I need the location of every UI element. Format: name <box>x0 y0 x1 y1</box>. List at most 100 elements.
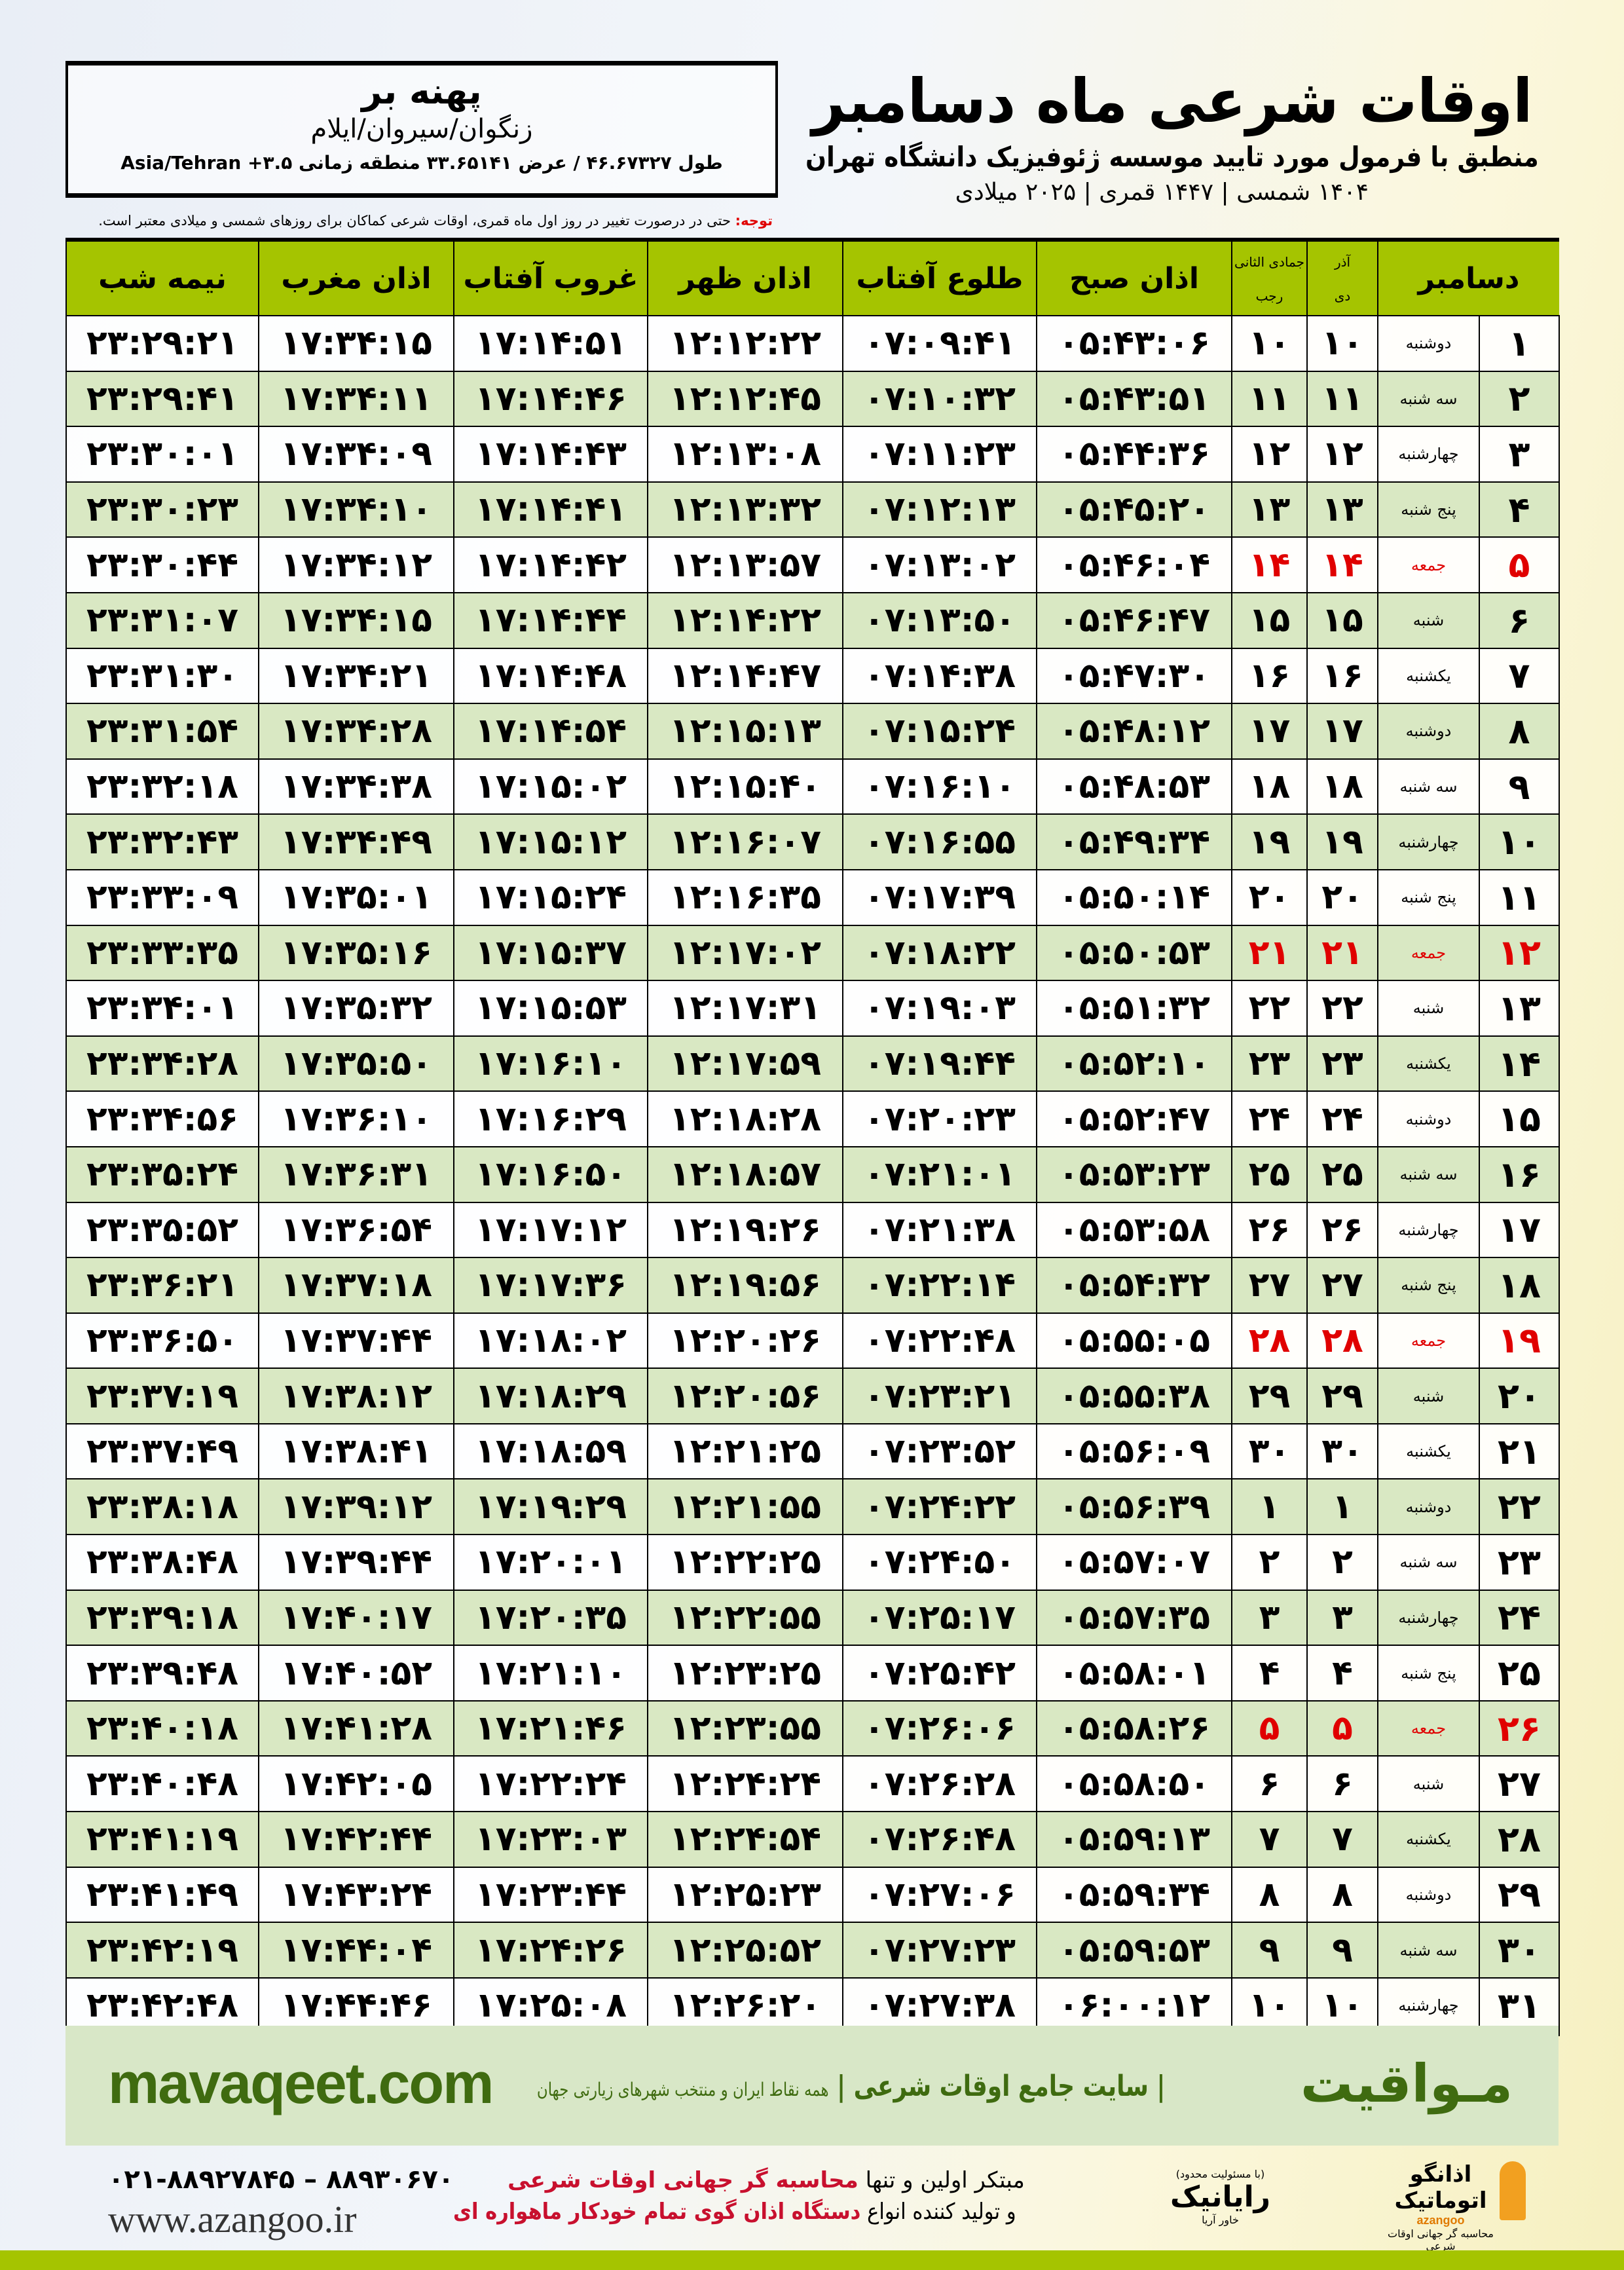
cell-dhuhr: ۱۲:۱۸:۵۷ <box>647 1145 843 1203</box>
header-qamari-top: جمادی الثانی <box>1234 254 1304 270</box>
azangoo-name: اذانگو اتوماتیک <box>1394 2161 1487 2214</box>
cell-day: ۱۶ <box>1479 1145 1560 1203</box>
cell-weekday: دوشنبه <box>1376 315 1481 372</box>
cell-dhuhr: ۱۲:۱۷:۵۹ <box>647 1035 843 1092</box>
cell-weekday: یکشنبه <box>1376 1035 1481 1092</box>
cell-sunrise: ۰۷:۲۴:۵۰ <box>842 1534 1037 1591</box>
cell-maghrib: ۱۷:۳۵:۵۰ <box>258 1035 454 1092</box>
cell-shamsi-day: ۶ <box>1306 1755 1378 1813</box>
azangoo-en: azangoo <box>1416 2214 1465 2227</box>
bottom-bar <box>0 2250 1624 2270</box>
cell-shamsi-day: ۸ <box>1306 1866 1378 1924</box>
cell-dhuhr: ۱۲:۱۷:۳۱ <box>647 980 843 1037</box>
table-row: ۲۱ یکشنبه ۳۰ ۳۰ ۰۵:۵۶:۰۹ ۰۷:۲۳:۵۲ ۱۲:۲۱:۲۵ ۱۷:۱… <box>65 1423 1560 1480</box>
table-row: ۲۶ جمعه ۵ ۵ ۰۵:۵۸:۲۶ ۰۷:۲۶:۰۶ ۱۲:۲۳:۵۵ ۱۷:۲۱:۴۶… <box>65 1700 1560 1757</box>
cell-midnight: ۲۳:۳۱:۵۴ <box>65 703 259 760</box>
cell-sunrise: ۰۷:۲۲:۴۸ <box>842 1312 1037 1369</box>
location-name: پهنه بر <box>361 71 482 112</box>
cell-dhuhr: ۱۲:۲۱:۵۵ <box>647 1478 843 1536</box>
cell-maghrib: ۱۷:۳۵:۳۲ <box>258 980 454 1037</box>
header-day: دسامبر <box>1376 240 1560 316</box>
cell-weekday: سه شنبه <box>1376 1534 1481 1591</box>
header-maghrib: اذان مغرب <box>258 240 454 316</box>
header-qamari: جمادی الثانی رجب <box>1231 240 1307 316</box>
cell-dhuhr: ۱۲:۱۵:۴۰ <box>647 758 843 815</box>
cell-dhuhr: ۱۲:۱۵:۱۳ <box>647 703 843 760</box>
cell-midnight: ۲۳:۳۴:۲۸ <box>65 1035 259 1092</box>
table-row: ۷ یکشنبه ۱۶ ۱۶ ۰۵:۴۷:۳۰ ۰۷:۱۴:۳۸ ۱۲:۱۴:۴۷ ۱۷:۱۴… <box>65 647 1560 705</box>
cell-sunrise: ۰۷:۱۴:۳۸ <box>842 647 1037 705</box>
cell-sunrise: ۰۷:۱۱:۲۳ <box>842 426 1037 483</box>
cell-fajr: ۰۵:۴۵:۲۰ <box>1036 481 1232 538</box>
mavaqeet-banner <box>65 2026 1559 2146</box>
cell-midnight: ۲۳:۳۰:۴۴ <box>65 536 259 593</box>
cell-day: ۱ <box>1479 315 1560 372</box>
cell-shamsi-day: ۱۰ <box>1306 315 1378 372</box>
cell-sunset: ۱۷:۱۶:۵۰ <box>453 1145 648 1203</box>
cell-day: ۴ <box>1479 481 1560 538</box>
cell-maghrib: ۱۷:۳۵:۱۶ <box>258 924 454 982</box>
cell-shamsi-day: ۱۹ <box>1306 813 1378 870</box>
cell-shamsi-day: ۵ <box>1306 1700 1378 1757</box>
cell-sunset: ۱۷:۱۵:۰۲ <box>453 758 648 815</box>
cell-fajr: ۰۵:۴۹:۳۴ <box>1036 813 1232 870</box>
cell-sunset: ۱۷:۲۳:۰۳ <box>453 1811 648 1868</box>
cell-maghrib: ۱۷:۳۶:۳۱ <box>258 1145 454 1203</box>
cell-qamari-day: ۱ <box>1231 1478 1308 1536</box>
mavaqeet-url[interactable]: mavaqeet.com <box>108 2051 494 2115</box>
cell-shamsi-day: ۲۵ <box>1306 1145 1378 1203</box>
location-subareas: زنگوان/سیروان/ایلام <box>310 114 533 144</box>
promo-text: مبتکر اولین و تنها محاسبه گر جهانی اوقات… <box>453 2165 1048 2227</box>
cell-maghrib: ۱۷:۴۰:۱۷ <box>258 1589 454 1647</box>
cell-sunrise: ۰۷:۱۳:۵۰ <box>842 591 1037 649</box>
cell-qamari-day: ۱۱ <box>1231 370 1308 428</box>
cell-day: ۱۱ <box>1479 868 1560 926</box>
cell-fajr: ۰۵:۴۳:۵۱ <box>1036 370 1232 428</box>
cell-qamari-day: ۵ <box>1231 1700 1308 1757</box>
cell-day: ۸ <box>1479 703 1560 760</box>
cell-dhuhr: ۱۲:۲۲:۲۵ <box>647 1534 843 1591</box>
cell-maghrib: ۱۷:۳۴:۲۸ <box>258 703 454 760</box>
cell-sunset: ۱۷:۱۴:۴۳ <box>453 426 648 483</box>
cell-midnight: ۲۳:۳۴:۵۶ <box>65 1090 259 1147</box>
cell-maghrib: ۱۷:۴۴:۴۶ <box>258 1977 454 2036</box>
cell-sunset: ۱۷:۱۷:۱۲ <box>453 1201 648 1259</box>
header-sunset: غروب آفتاب <box>453 240 648 316</box>
table-row: ۶ شنبه ۱۵ ۱۵ ۰۵:۴۶:۴۷ ۰۷:۱۳:۵۰ ۱۲:۱۴:۲۲ ۱۷:۱۴:۴… <box>65 591 1560 649</box>
cell-midnight: ۲۳:۳۲:۴۳ <box>65 813 259 870</box>
cell-shamsi-day: ۹ <box>1306 1922 1378 1979</box>
table-row: ۱ دوشنبه ۱۰ ۱۰ ۰۵:۴۳:۰۶ ۰۷:۰۹:۴۱ ۱۲:۱۲:۲۲ ۱۷:۱۴… <box>65 315 1560 372</box>
cell-sunrise: ۰۷:۲۶:۲۸ <box>842 1755 1037 1813</box>
cell-sunrise: ۰۷:۲۷:۰۶ <box>842 1866 1037 1924</box>
cell-weekday: چهارشنبه <box>1376 1977 1481 2036</box>
cell-maghrib: ۱۷:۳۴:۱۱ <box>258 370 454 428</box>
cell-sunset: ۱۷:۲۲:۲۴ <box>453 1755 648 1813</box>
cell-weekday: چهارشنبه <box>1376 426 1481 483</box>
cell-shamsi-day: ۱۴ <box>1306 536 1378 593</box>
cell-qamari-day: ۲۹ <box>1231 1368 1308 1424</box>
table-row: ۲۰ شنبه ۲۹ ۲۹ ۰۵:۵۵:۳۸ ۰۷:۲۳:۲۱ ۱۲:۲۰:۵۶ ۱۷:۱۸:… <box>65 1368 1560 1424</box>
cell-weekday: جمعه <box>1376 1312 1481 1369</box>
cell-shamsi-day: ۷ <box>1306 1811 1378 1868</box>
cell-weekday: چهارشنبه <box>1376 813 1481 870</box>
table-row: ۱۹ جمعه ۲۸ ۲۸ ۰۵:۵۵:۰۵ ۰۷:۲۲:۴۸ ۱۲:۲۰:۲۶ ۱۷:۱۸:… <box>65 1312 1560 1369</box>
azangoo-url[interactable]: www.azangoo.ir <box>108 2198 357 2241</box>
cell-midnight: ۲۳:۳۵:۲۴ <box>65 1145 259 1203</box>
cell-midnight: ۲۳:۳۸:۱۸ <box>65 1478 259 1536</box>
cell-shamsi-day: ۳۰ <box>1306 1423 1378 1480</box>
cell-day: ۲۱ <box>1479 1423 1560 1480</box>
cell-midnight: ۲۳:۲۹:۲۱ <box>65 315 259 372</box>
notice-label: توجه: <box>735 213 773 229</box>
table-row: ۵ جمعه ۱۴ ۱۴ ۰۵:۴۶:۰۴ ۰۷:۱۳:۰۲ ۱۲:۱۳:۵۷ ۱۷:۱۴:۴… <box>65 536 1560 593</box>
cell-shamsi-day: ۱۲ <box>1306 426 1378 483</box>
table-row: ۸ دوشنبه ۱۷ ۱۷ ۰۵:۴۸:۱۲ ۰۷:۱۵:۲۴ ۱۲:۱۵:۱۳ ۱۷:۱۴… <box>65 703 1560 760</box>
cell-maghrib: ۱۷:۳۶:۵۴ <box>258 1201 454 1259</box>
table-row: ۲۸ یکشنبه ۷ ۷ ۰۵:۵۹:۱۳ ۰۷:۲۶:۴۸ ۱۲:۲۴:۵۴ ۱۷:۲۳:… <box>65 1811 1560 1868</box>
cell-maghrib: ۱۷:۳۴:۳۸ <box>258 758 454 815</box>
cell-sunset: ۱۷:۲۵:۰۸ <box>453 1977 648 2036</box>
cell-dhuhr: ۱۲:۱۶:۰۷ <box>647 813 843 870</box>
cell-weekday: شنبه <box>1376 1755 1481 1813</box>
cell-fajr: ۰۵:۵۰:۵۳ <box>1036 924 1232 982</box>
table-row: ۱۶ سه شنبه ۲۵ ۲۵ ۰۵:۵۳:۲۳ ۰۷:۲۱:۰۱ ۱۲:۱۸:۵۷ ۱۷:… <box>65 1145 1560 1203</box>
table-row: ۹ سه شنبه ۱۸ ۱۸ ۰۵:۴۸:۵۳ ۰۷:۱۶:۱۰ ۱۲:۱۵:۴۰ ۱۷:۱… <box>65 758 1560 815</box>
